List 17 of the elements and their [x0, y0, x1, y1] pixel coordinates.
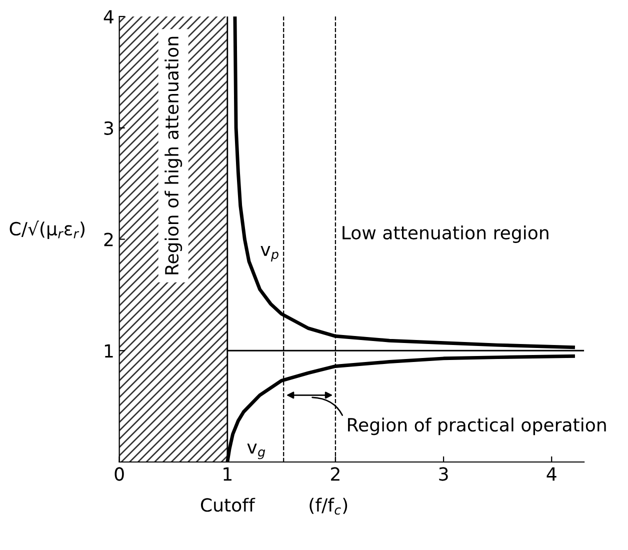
- x-tick-label: 3: [439, 467, 448, 481]
- y-tick-label: 4: [104, 10, 114, 24]
- series-label: v$_{p}$: [260, 246, 278, 262]
- annotation: Region of practical operation: [348, 418, 606, 436]
- series-label: v$_{g}$: [247, 444, 266, 460]
- annotation: Low attenuation region: [342, 226, 548, 244]
- ref-line-label: Cutoff: [200, 498, 256, 512]
- x-tick-label: 2: [331, 467, 340, 481]
- x-axis-title: (f/f$_{c}$): [310, 498, 348, 515]
- x-tick-label: 0: [114, 467, 124, 481]
- y-tick-label: 3: [104, 121, 114, 135]
- y-tick-label: 2: [104, 232, 113, 246]
- y-tick-label: 1: [104, 344, 113, 358]
- x-tick-label: 4: [546, 467, 556, 481]
- x-tick-label: 1: [224, 467, 232, 481]
- y-axis-title: C/√(μ$_{r}$ε$_{r}$): [10, 220, 84, 240]
- band-label: Region of high attenuation: [164, 36, 182, 274]
